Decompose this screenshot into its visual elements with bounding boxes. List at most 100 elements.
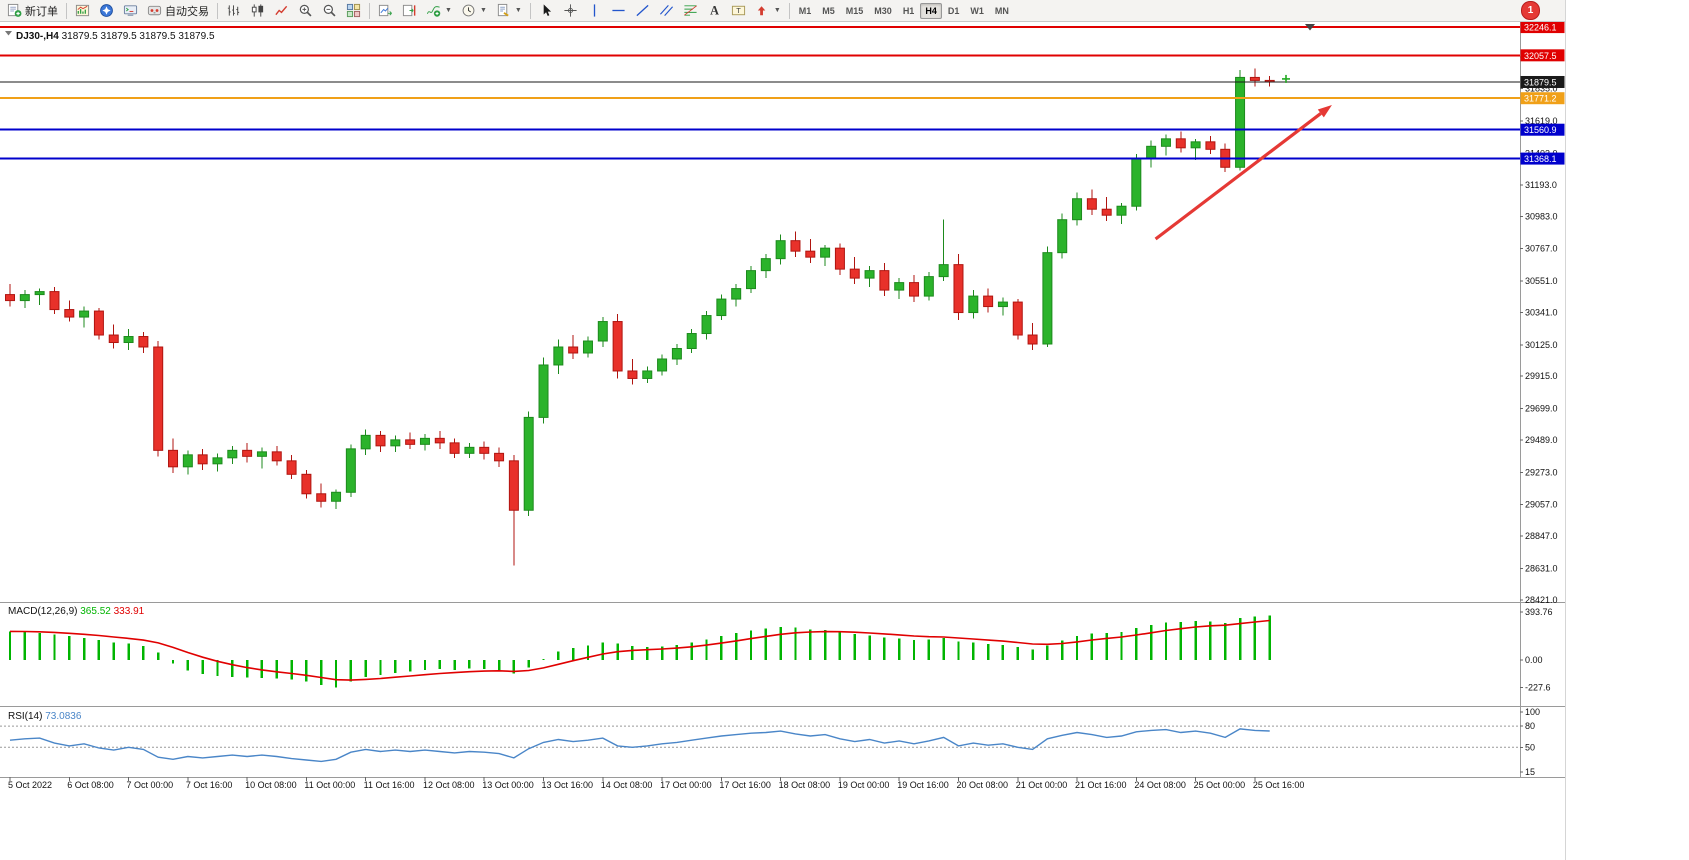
candle [227,449,238,459]
timeframe-W1[interactable]: W1 [970,5,984,16]
price-badge [1520,75,1565,88]
candle [849,268,860,279]
timeframe-MN[interactable]: MN [994,5,1009,16]
timeframe-M15[interactable]: M15 [845,5,864,16]
timeframe-M1[interactable]: M1 [798,5,812,16]
new-chart-button[interactable] [71,1,94,21]
candle [1042,252,1053,345]
indicators-button[interactable]: ▼ [422,1,456,21]
time-label: 17 Oct 16:00 [719,780,771,790]
toolbar-separator [66,2,67,19]
price-tick: 30767.0 [1525,244,1558,254]
candle [242,449,253,457]
cursor-icon [539,3,554,18]
autotrading-button[interactable]: 自动交易 [143,1,213,21]
timeframe-H4[interactable]: H4 [920,2,942,19]
price-badge-label: 31879.5 [1524,77,1557,87]
price-tick: 28847.0 [1525,531,1558,541]
bar-chart-icon [226,3,241,18]
price-tick: 29273.0 [1525,467,1558,477]
price-tick: 29489.0 [1525,435,1558,445]
candle [19,294,30,302]
timeframe-D1[interactable]: D1 [947,5,960,16]
price-tick: 29699.0 [1525,404,1558,414]
candle [49,291,60,311]
candle [1249,76,1260,81]
navigator-button[interactable] [95,1,118,21]
zoom-in-button[interactable] [294,1,317,21]
bar-chart-button[interactable] [222,1,245,21]
time-label: 11 Oct 16:00 [364,780,415,790]
timeframe-H1[interactable]: H1 [902,5,915,16]
candlestick-button[interactable] [246,1,269,21]
one-click-trading-icon[interactable] [5,31,12,36]
time-label: 19 Oct 00:00 [838,780,890,790]
time-label: 7 Oct 00:00 [127,780,174,790]
toolbar-separator [788,2,790,19]
chevron-down-icon: ▼ [773,7,781,14]
candle [834,247,845,270]
new-order-button[interactable]: 新订单 [3,1,62,21]
zoom-out-button[interactable] [318,1,341,21]
arrows-button[interactable]: ▼ [751,1,785,21]
time-label: 21 Oct 16:00 [1075,780,1127,790]
trend-arrow[interactable] [1154,104,1332,241]
auto-scroll-icon [378,3,393,18]
price-tick: 29057.0 [1525,500,1558,510]
candle [538,364,549,418]
price-badge [1520,152,1565,165]
time-label: 21 Oct 00:00 [1016,780,1068,790]
price-badge-label: 31368.1 [1524,154,1557,164]
macd-tick: 0.00 [1525,655,1543,665]
text-button[interactable]: A [703,1,726,21]
terminal-button[interactable] [119,1,142,21]
cursor-button[interactable] [535,1,558,21]
candle [879,270,890,291]
candle [479,446,490,454]
candle [553,346,564,366]
candle [894,282,905,291]
trendline-button[interactable] [631,1,654,21]
timeframe-M5[interactable]: M5 [822,5,835,16]
vline-button[interactable] [583,1,606,21]
macd-tick: -227.6 [1525,683,1551,693]
toolbar-separator [529,2,531,19]
new-chart-icon [75,3,90,18]
auto-scroll-button[interactable] [374,1,397,21]
price-badge-label: 32246.1 [1524,23,1557,33]
price-tick: 30551.0 [1525,276,1558,286]
label-button[interactable]: T [727,1,750,21]
candle [123,336,134,344]
periods-button[interactable]: ▼ [457,1,491,21]
candle [1146,145,1157,159]
chart-shift-marker-icon[interactable] [1305,24,1315,31]
candle [1116,205,1127,216]
zoom-in-icon [298,3,313,18]
terminal-icon [123,3,138,18]
chart-canvas[interactable]: 32045.031835.031619.031403.031193.030983… [0,22,1565,860]
tile-windows-button[interactable] [342,1,365,21]
candle [760,258,771,272]
crosshair-button[interactable] [559,1,582,21]
templates-button[interactable]: ▼ [492,1,526,21]
candle [138,336,149,348]
notification-badge[interactable]: 1 [1521,1,1540,20]
navigator-icon [99,3,114,18]
fibo-button[interactable] [679,1,702,21]
chart-shift-button[interactable] [398,1,421,21]
rsi-tick: 15 [1525,767,1535,777]
timeframe-M30[interactable]: M30 [874,5,892,16]
price-badge [1520,22,1565,34]
rsi-line [9,728,1270,763]
line-chart-button[interactable] [270,1,293,21]
candle [1175,138,1186,149]
channel-button[interactable] [655,1,678,21]
candle [1160,138,1171,147]
candle [582,340,593,354]
price-tick: 31835.0 [1525,84,1558,94]
candle [168,449,179,468]
hline-button[interactable] [607,1,630,21]
candle [494,452,505,462]
toolbar-separator [217,2,218,19]
